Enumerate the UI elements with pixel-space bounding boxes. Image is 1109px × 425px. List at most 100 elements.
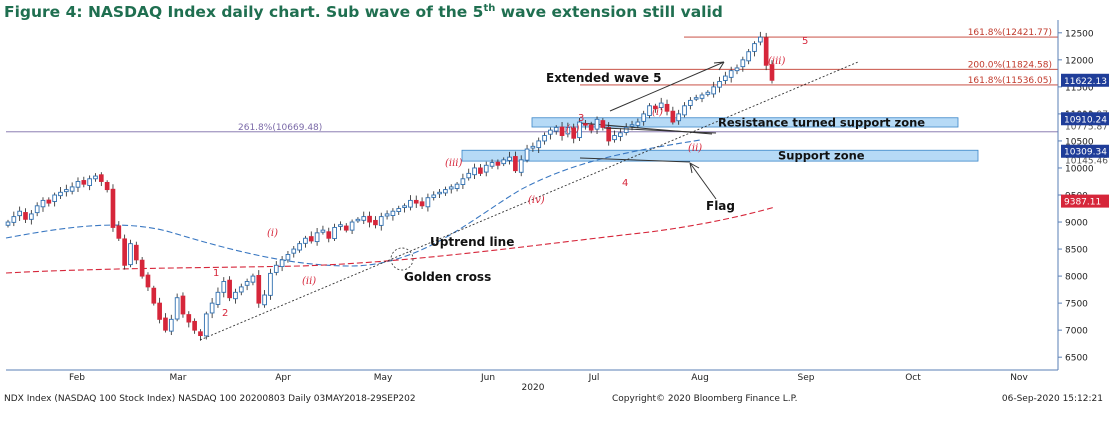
candle-body xyxy=(151,287,157,304)
zone-rect xyxy=(531,117,959,128)
candle-body xyxy=(513,156,518,172)
candle-body xyxy=(355,218,361,222)
candle-body xyxy=(343,225,349,231)
footer-timestamp: 06-Sep-2020 15:12:21 xyxy=(1001,394,1103,404)
candle-body xyxy=(256,274,262,304)
golden-cross-circle xyxy=(390,247,414,271)
wave-sublabel: (iii) xyxy=(445,158,462,169)
x-tick-label: Jul xyxy=(588,373,600,383)
candle-body xyxy=(489,162,495,167)
ma-blue-line xyxy=(5,139,701,267)
candle-body xyxy=(693,97,699,100)
candle-body xyxy=(670,110,676,123)
y-tick-label: 12500 xyxy=(1065,29,1094,39)
wave-label: 2 xyxy=(222,308,228,319)
candle-body xyxy=(378,216,384,226)
y-tick-label: 10000 xyxy=(1065,164,1094,174)
candle-body xyxy=(728,70,734,78)
candle-body xyxy=(647,105,652,116)
wave-label: 1 xyxy=(213,268,219,279)
candle-body xyxy=(594,118,600,130)
candle-body xyxy=(553,126,559,132)
candle-body xyxy=(279,259,285,268)
candle-body xyxy=(332,226,337,240)
candle-body xyxy=(478,167,483,174)
candle-body xyxy=(588,124,594,131)
candle-body xyxy=(17,210,22,217)
candle-body xyxy=(297,243,302,251)
candle-body xyxy=(635,121,641,126)
wave-label: 3 xyxy=(578,113,584,124)
candle-body xyxy=(437,191,442,195)
candle-body xyxy=(559,126,565,136)
candle-body xyxy=(454,183,460,189)
candle-body xyxy=(46,199,52,204)
x-tick-label: Oct xyxy=(905,373,921,383)
arrow-head xyxy=(689,162,700,174)
flag-lower-line xyxy=(579,157,691,163)
candle-body xyxy=(180,295,186,315)
candle-body xyxy=(705,91,711,95)
candle-body xyxy=(221,281,227,293)
candle-body xyxy=(600,120,606,128)
candle-body xyxy=(262,294,267,306)
candle-body xyxy=(734,67,740,72)
wave-sublabel: (iii) xyxy=(768,56,785,67)
zone-label: Support zone xyxy=(778,149,865,163)
chart-title: Figure 4: NASDAQ Index daily chart. Sub … xyxy=(4,3,723,22)
price-tag xyxy=(1061,194,1109,208)
candle-body xyxy=(186,314,192,323)
wave-sublabel: (i) xyxy=(267,228,278,239)
candle-body xyxy=(168,318,174,332)
candle-body xyxy=(11,216,17,223)
candle-body xyxy=(139,259,145,277)
candle-body xyxy=(285,254,291,261)
arrow-head xyxy=(713,61,725,71)
candle-body xyxy=(116,225,122,239)
ma-red-line xyxy=(5,206,776,274)
candle-body xyxy=(87,178,92,186)
candle-body xyxy=(81,180,87,185)
annot-uptrend-line: Uptrend line xyxy=(430,235,514,249)
zone-label: Resistance turned support zone xyxy=(718,115,925,129)
candle-body xyxy=(402,205,407,208)
candle-body xyxy=(612,135,617,141)
candle-body xyxy=(425,197,431,208)
candle-body xyxy=(291,248,297,254)
candle-body xyxy=(58,191,63,197)
candle-body xyxy=(460,178,466,185)
y-tick-label: 7000 xyxy=(1065,327,1088,337)
candle-body xyxy=(740,59,746,68)
arrow-resistance xyxy=(603,127,717,134)
footer-source: NDX Index (NASDAQ 100 Stock Index) NASDA… xyxy=(4,394,416,404)
price-tag xyxy=(1061,144,1109,158)
candle-body xyxy=(361,216,367,221)
candle-body xyxy=(390,210,396,216)
candle-body xyxy=(518,159,524,173)
y-tick-label: 8500 xyxy=(1065,246,1088,256)
y-tick-label: 9000 xyxy=(1065,219,1088,229)
x-tick-label: Aug xyxy=(691,373,709,383)
candle-body xyxy=(583,123,588,126)
candle-body xyxy=(565,126,571,135)
candle-body xyxy=(338,224,343,227)
candle-body xyxy=(396,208,402,212)
candle-body xyxy=(419,201,425,207)
y-overlap-label: 10145.46 xyxy=(1065,157,1108,167)
fib-label: 261.8%(10669.48) xyxy=(238,123,322,133)
candle-body xyxy=(507,156,512,161)
candle-body xyxy=(623,126,629,133)
candle-body xyxy=(530,145,536,149)
candle-body xyxy=(524,148,530,161)
candle-body xyxy=(618,132,623,137)
candle-body xyxy=(658,102,664,108)
fib-label: 161.8%(11536.05) xyxy=(968,76,1052,86)
candle-body xyxy=(157,302,162,320)
wave-label: 4 xyxy=(622,178,628,189)
candle-body xyxy=(145,274,151,288)
wave-sublabel: (v) xyxy=(566,124,580,135)
candle-body xyxy=(303,237,308,244)
candle-body xyxy=(746,51,752,62)
annot-flag: Flag xyxy=(706,199,735,213)
candle-body xyxy=(52,194,57,202)
